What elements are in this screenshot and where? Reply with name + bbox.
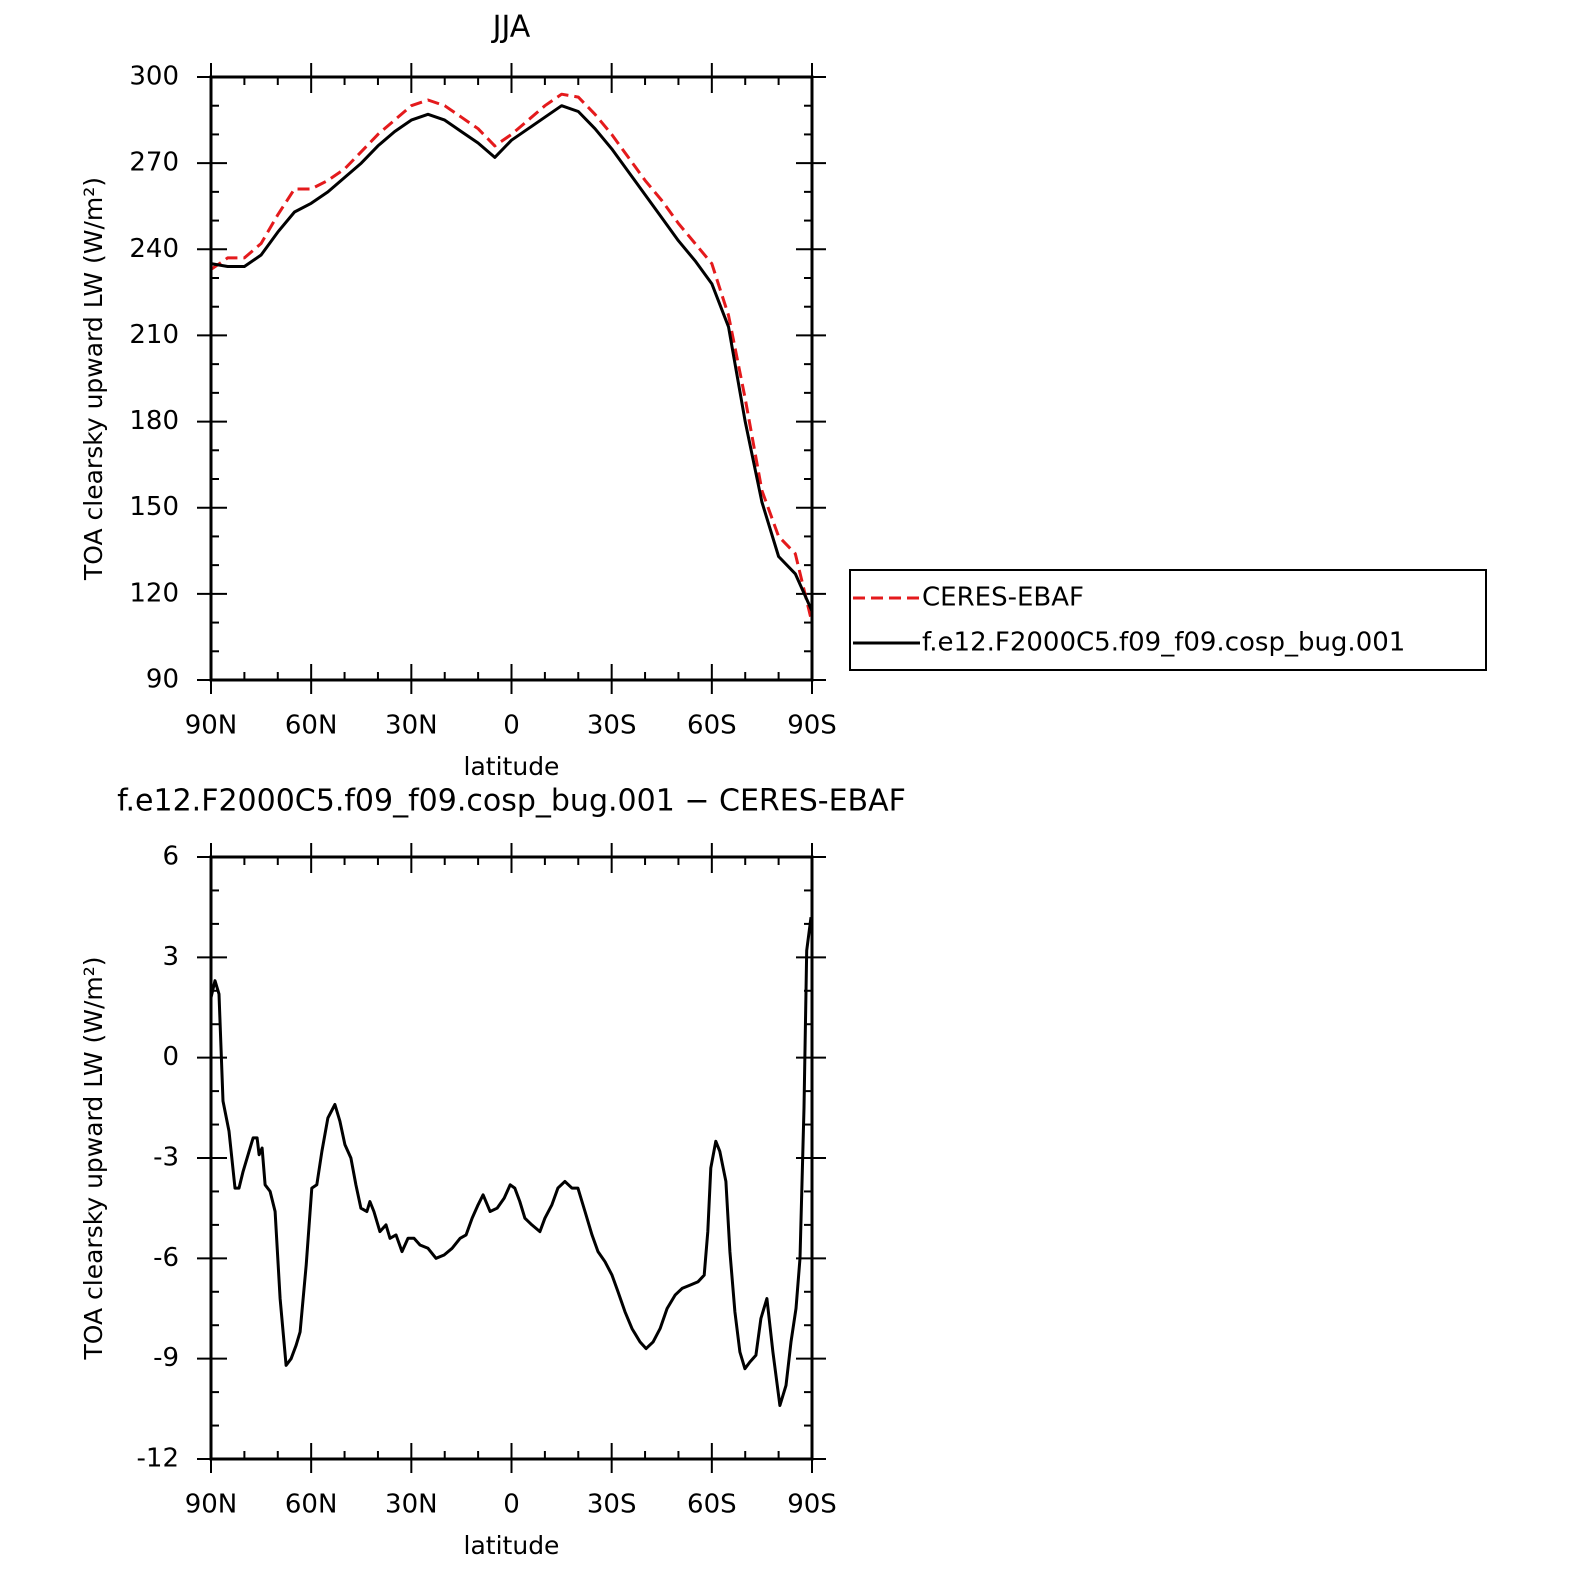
- y-tick-label: 180: [129, 406, 179, 436]
- y-tick-label: 0: [162, 1042, 179, 1072]
- y-tick-label: -6: [153, 1243, 179, 1273]
- y-tick-label: 270: [129, 148, 179, 178]
- y-tick-label: -12: [137, 1444, 179, 1474]
- x-tick-label: 60N: [285, 711, 338, 741]
- chart-title: f.e12.F2000C5.f09_f09.cosp_bug.001 − CER…: [117, 784, 906, 819]
- data-line: [210, 104, 814, 612]
- y-tick-label: -3: [153, 1143, 179, 1173]
- x-tick-label: 60N: [285, 1490, 338, 1520]
- x-tick-label: 30N: [385, 1490, 438, 1520]
- y-tick-label: 210: [129, 320, 179, 350]
- y-tick-label: 3: [162, 942, 179, 972]
- y-axis-label: TOA clearsky upward LW (W/m²): [79, 956, 108, 1360]
- x-axis-label: latitude: [464, 752, 560, 781]
- plot-frame: [209, 75, 814, 682]
- legend-label: f.e12.F2000C5.f09_f09.cosp_bug.001: [922, 628, 1405, 658]
- x-tick-label: 30N: [385, 711, 438, 741]
- x-tick-label: 0: [503, 711, 520, 741]
- y-axis-label: TOA clearsky upward LW (W/m²): [79, 177, 108, 581]
- x-tick-label: 60S: [687, 1490, 737, 1520]
- x-tick-label: 90S: [787, 1490, 837, 1520]
- x-tick-label: 0: [503, 1490, 520, 1520]
- legend-label: CERES-EBAF: [922, 583, 1084, 613]
- plot-frame: [209, 855, 814, 1461]
- x-tick-label: 30S: [587, 711, 637, 741]
- data-line: [209, 917, 813, 1407]
- x-tick-label: 90N: [185, 1490, 238, 1520]
- y-tick-label: 90: [146, 665, 179, 695]
- x-tick-label: 90S: [787, 711, 837, 741]
- y-tick-label: 6: [162, 842, 179, 872]
- y-tick-label: -9: [153, 1343, 179, 1373]
- y-tick-label: 240: [129, 234, 179, 264]
- y-tick-label: 150: [129, 492, 179, 522]
- chart-title: JJA: [491, 10, 531, 45]
- y-tick-label: 300: [129, 62, 179, 92]
- legend-box: [849, 569, 1487, 671]
- x-tick-label: 60S: [687, 711, 737, 741]
- data-line: [210, 92, 814, 623]
- x-tick-label: 90N: [185, 711, 238, 741]
- y-tick-label: 120: [129, 578, 179, 608]
- x-tick-label: 30S: [587, 1490, 637, 1520]
- x-axis-label: latitude: [464, 1531, 560, 1560]
